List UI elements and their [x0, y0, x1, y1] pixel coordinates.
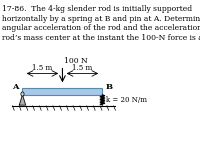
Text: k = 20 N/m: k = 20 N/m	[106, 96, 147, 104]
Text: A: A	[12, 83, 19, 91]
Polygon shape	[19, 95, 26, 105]
Text: 17-86.  The 4-kg slender rod is initially supported
horizontally by a spring at : 17-86. The 4-kg slender rod is initially…	[2, 5, 200, 42]
Bar	[22, 88, 102, 95]
Text: 100 N: 100 N	[64, 57, 87, 65]
Text: 1.5 m: 1.5 m	[72, 64, 93, 72]
Text: 1.5 m: 1.5 m	[32, 64, 53, 72]
Text: B: B	[105, 83, 112, 91]
Circle shape	[21, 92, 24, 96]
